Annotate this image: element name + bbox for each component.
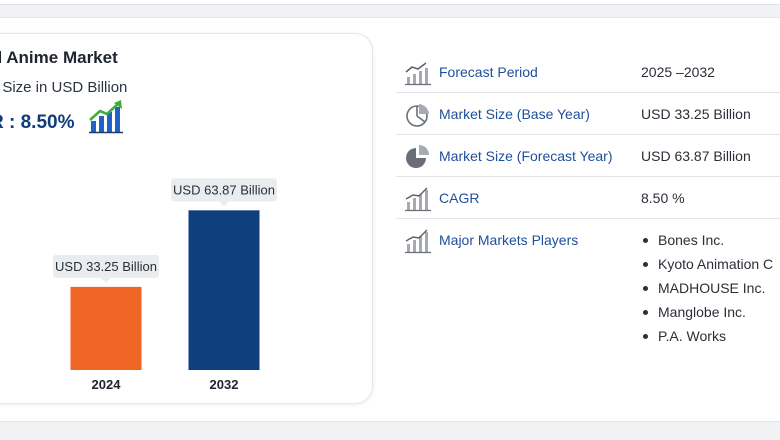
summary-row-base-year: Market Size (Base Year) USD 33.25 Billio… xyxy=(396,93,780,135)
summary-row-players: Major Markets Players Bones Inc. Kyoto A… xyxy=(396,219,780,349)
list-item: MADHOUSE Inc. xyxy=(641,280,773,304)
bar-2032 xyxy=(188,210,260,370)
data-label-pointer xyxy=(101,277,111,283)
list-item: Kyoto Animation C xyxy=(641,256,773,280)
pie-slice-icon xyxy=(406,145,429,168)
list-item: P.A. Works xyxy=(641,328,773,352)
data-label: USD 33.25 Billion xyxy=(55,259,157,274)
cagr-label: R : 8.50% xyxy=(0,112,75,133)
growth-chart-icon xyxy=(89,100,123,134)
summary-row-forecast-period: Forecast Period 2025 –2032 xyxy=(396,51,780,93)
bar-chart: USD 33.25 Billion 2024 USD 63.87 Billion 20… xyxy=(53,178,277,392)
chart-title: al Anime Market xyxy=(0,48,118,67)
summary-value: 2025 –2032 xyxy=(641,64,715,80)
data-label-box xyxy=(171,178,277,202)
data-label-pointer xyxy=(219,201,229,207)
pie-chart-icon xyxy=(406,104,429,127)
players-list: Bones Inc. Kyoto Animation C MADHOUSE In… xyxy=(641,232,773,352)
summary-table: Forecast Period 2025 –2032 Market Size (… xyxy=(396,51,780,349)
x-tick-label: 2024 xyxy=(92,377,122,392)
line-chart-icon xyxy=(405,62,431,86)
summary-value: USD 33.25 Billion xyxy=(641,106,751,122)
bar-chart-icon xyxy=(405,229,431,254)
top-strip xyxy=(0,0,780,5)
bar-chart-icon xyxy=(405,187,431,212)
summary-row-cagr: CAGR 8.50 % xyxy=(396,177,780,219)
summary-label: CAGR xyxy=(439,190,480,206)
summary-value: 8.50 % xyxy=(641,190,685,206)
x-tick-label: 2032 xyxy=(210,377,239,392)
summary-label: Market Size (Base Year) xyxy=(439,106,590,122)
bar-2024 xyxy=(70,286,142,370)
summary-row-forecast-year: Market Size (Forecast Year) USD 63.87 Bi… xyxy=(396,135,780,177)
summary-label: Major Markets Players xyxy=(439,232,579,248)
list-item: Bones Inc. xyxy=(641,232,773,256)
data-label-box xyxy=(53,254,159,278)
summary-label: Market Size (Forecast Year) xyxy=(439,148,613,164)
chart-card xyxy=(0,33,373,404)
summary-value: USD 63.87 Billion xyxy=(641,148,751,164)
summary-label: Forecast Period xyxy=(439,64,538,80)
data-label: USD 63.87 Billion xyxy=(173,182,275,197)
list-item: Manglobe Inc. xyxy=(641,304,773,328)
chart-subtitle: t Size in USD Billion xyxy=(0,79,128,96)
